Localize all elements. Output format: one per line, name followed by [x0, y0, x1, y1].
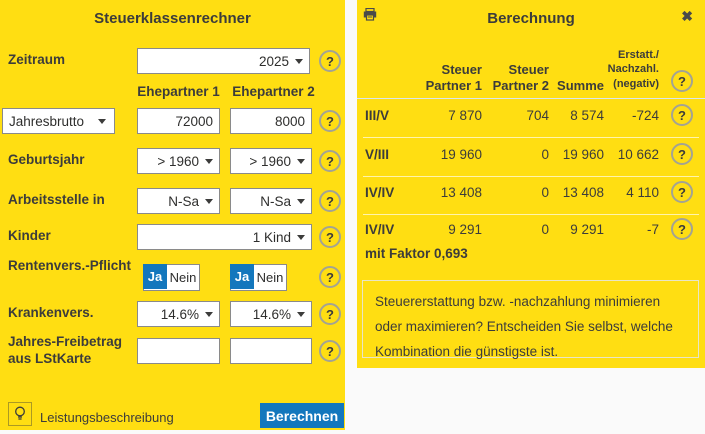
krankenvers-p2-value: 14.6% [252, 306, 291, 322]
rentenvers-p2-ja-button[interactable]: Ja [230, 264, 254, 289]
table-row: III/V 7 870 704 8 574 -724 ? [357, 104, 705, 130]
chevron-down-icon [205, 311, 213, 317]
arbeitsstelle-p1-value: N-Sa [168, 193, 199, 209]
rentenvers-label: Rentenvers.-Pflicht [8, 258, 132, 273]
rentenvers-p1-toggle: Ja Nein [143, 264, 200, 291]
arbeitsstelle-p2-select[interactable]: N-Sa [230, 188, 312, 214]
freibetrag-p1-input[interactable] [137, 338, 220, 364]
chevron-down-icon [205, 158, 213, 164]
row-help-icon[interactable]: ? [671, 218, 693, 240]
zeitraum-value: 2025 [258, 53, 289, 69]
calculator-panel: Steuerklassenrechner Zeitraum 2025 ? Ehe… [0, 0, 345, 430]
krankenvers-p2-select[interactable]: 14.6% [230, 301, 312, 327]
arbeitsstelle-label: Arbeitsstelle in [8, 192, 105, 207]
header-divider [357, 98, 705, 99]
leistungsbeschreibung-bulb-button[interactable] [8, 402, 32, 426]
calculator-title: Steuerklassenrechner [94, 10, 251, 27]
kinder-select[interactable]: 1 Kind [137, 224, 312, 250]
chevron-down-icon [297, 234, 305, 240]
chevron-down-icon [297, 158, 305, 164]
arbeitsstelle-help-icon[interactable]: ? [319, 190, 341, 212]
freibetrag-help-icon[interactable]: ? [319, 340, 341, 362]
partner1-header: Ehepartner 1 [137, 84, 220, 99]
row-help-icon[interactable]: ? [671, 181, 693, 203]
partner2-header: Ehepartner 2 [232, 84, 315, 99]
row-help-icon[interactable]: ? [671, 104, 693, 126]
arbeitsstelle-p2-value: N-Sa [260, 193, 291, 209]
rentenvers-p1-ja-button[interactable]: Ja [143, 264, 167, 289]
krankenvers-p1-select[interactable]: 14.6% [137, 301, 220, 327]
printer-icon [363, 7, 377, 21]
row-divider [363, 176, 699, 177]
table-row: IV/IV 13 408 0 13 408 4 110 ? [357, 181, 705, 207]
geburtsjahr-p1-value: > 1960 [157, 153, 199, 169]
row-divider [363, 137, 699, 138]
row-help-icon[interactable]: ? [671, 143, 693, 165]
freibetrag-label: Jahres-Freibetrag aus LStKarte [8, 334, 123, 366]
rentenvers-p2-nein-button[interactable]: Nein [256, 270, 284, 285]
kinder-help-icon[interactable]: ? [319, 226, 341, 248]
chevron-down-icon [297, 198, 305, 204]
jahresbrutto-help-icon[interactable]: ? [319, 110, 341, 132]
kinder-value: 1 Kind [252, 229, 291, 245]
arbeitsstelle-p1-select[interactable]: N-Sa [137, 188, 220, 214]
print-button[interactable] [363, 7, 377, 26]
rentenvers-help-icon[interactable]: ? [319, 266, 341, 288]
zeitraum-select[interactable]: 2025 [137, 48, 310, 74]
chevron-down-icon [98, 118, 106, 124]
geburtsjahr-label: Geburtsjahr [8, 152, 85, 167]
chevron-down-icon [295, 58, 303, 64]
geburtsjahr-p2-select[interactable]: > 1960 [230, 148, 312, 174]
berechnung-title: Berechnung [487, 10, 575, 27]
chevron-down-icon [297, 311, 305, 317]
lightbulb-icon [15, 406, 25, 420]
jahresbrutto-p1-input[interactable] [137, 108, 220, 134]
table-row: IV/IV 9 291 0 9 291 -7 ? [357, 218, 705, 244]
chevron-down-icon [205, 198, 213, 204]
berechnen-button[interactable]: Berechnen [260, 403, 344, 428]
krankenvers-label: Krankenvers. [8, 305, 94, 320]
freibetrag-p2-input[interactable] [230, 338, 312, 364]
row-divider [363, 214, 699, 215]
jahresbrutto-value: Jahresbrutto [9, 113, 85, 129]
kinder-label: Kinder [8, 228, 51, 243]
leistungsbeschreibung-link[interactable]: Leistungsbeschreibung [40, 410, 174, 425]
krankenvers-p1-value: 14.6% [160, 306, 199, 322]
jahresbrutto-p2-input[interactable] [230, 108, 312, 134]
zeitraum-help-icon[interactable]: ? [319, 50, 341, 72]
rentenvers-p2-toggle: Ja Nein [230, 264, 287, 291]
geburtsjahr-p1-select[interactable]: > 1960 [137, 148, 220, 174]
rentenvers-p1-nein-button[interactable]: Nein [169, 270, 197, 285]
geburtsjahr-p2-value: > 1960 [249, 153, 291, 169]
jahresbrutto-select[interactable]: Jahresbrutto [2, 108, 115, 134]
col-header-summe: Summe [557, 78, 604, 93]
zeitraum-label: Zeitraum [8, 52, 66, 67]
col-header-erstattung: Erstatt./ Nachzahl. (negativ) [607, 49, 659, 90]
col-header-steuer-partner2: Steuer Partner 2 [492, 62, 549, 93]
columns-help-icon[interactable]: ? [671, 70, 693, 92]
info-box: Steuererstattung bzw. -nachzahlung minim… [362, 280, 699, 359]
table-row: V/III 19 960 0 19 960 10 662 ? [357, 143, 705, 169]
faktor-note: mit Faktor 0,693 [365, 246, 468, 261]
close-icon[interactable]: ✖ [681, 8, 693, 24]
berechnung-panel: Berechnung ✖ Steuer Partner 1 Steuer Par… [357, 0, 705, 368]
krankenvers-help-icon[interactable]: ? [319, 303, 341, 325]
geburtsjahr-help-icon[interactable]: ? [319, 150, 341, 172]
col-header-steuer-partner1: Steuer Partner 1 [425, 62, 482, 93]
